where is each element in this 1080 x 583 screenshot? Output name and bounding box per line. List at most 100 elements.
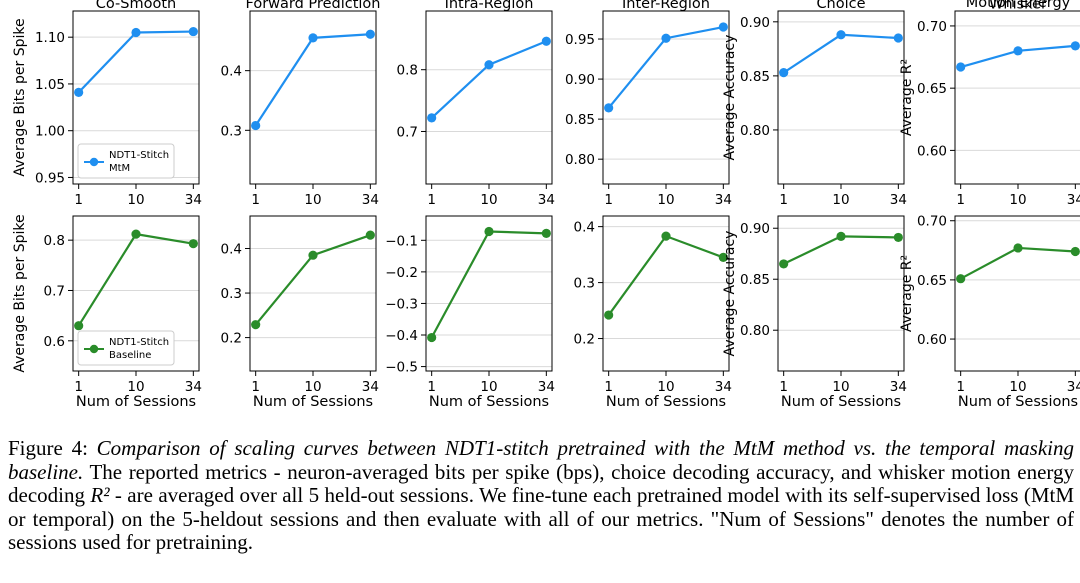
caption-text-1: The reported metrics - neuron-averaged b…: [8, 459, 1074, 507]
y-tick-label: 0.7: [397, 124, 418, 140]
legend-box: [77, 143, 175, 179]
x-tick-label: 10: [832, 379, 849, 395]
x-tick-label: 10: [127, 379, 144, 395]
x-tick-label: 34: [185, 379, 202, 395]
data-point: [718, 22, 728, 32]
data-point: [251, 120, 261, 131]
data-point: [365, 29, 375, 39]
data-point: [308, 250, 318, 260]
y-tick-label: −0.4: [385, 328, 418, 344]
data-point: [779, 259, 789, 269]
x-tick-label: 1: [779, 192, 788, 208]
y-tick-label: 0.6: [44, 334, 65, 350]
y-tick-label: −0.2: [385, 265, 418, 281]
series-line: [430, 40, 547, 119]
data-point: [956, 274, 966, 284]
data-point: [604, 310, 614, 320]
subplot-3: 0.7 0.8 1 10 34 Intra-Region: [397, 0, 555, 208]
data-point: [74, 87, 84, 97]
legend-marker: [89, 344, 99, 354]
caption-text-2: - are averaged over all 5 held-out sessi…: [8, 483, 1075, 554]
y-tick-label: 0.85: [565, 112, 595, 128]
plot-frame: [777, 10, 905, 185]
y-tick-label: 0.3: [221, 286, 242, 302]
x-tick-label: 34: [362, 192, 379, 208]
data-point: [604, 103, 614, 113]
y-tick-label: 0.90: [740, 15, 770, 31]
x-tick-label: 34: [890, 192, 907, 208]
y-tick-label: 0.90: [565, 72, 595, 88]
x-tick-label: 1: [604, 379, 613, 395]
y-tick-label: 0.60: [917, 143, 947, 159]
data-point: [365, 230, 375, 240]
plot-frame: [72, 215, 200, 372]
x-tick-label: 1: [956, 192, 965, 208]
series-line: [783, 33, 899, 74]
data-point: [131, 229, 141, 239]
x-tick-label: 34: [715, 379, 732, 395]
y-tick-label: 0.70: [917, 19, 947, 35]
chart-title-line1: Whisker: [989, 0, 1047, 13]
subplot-1: 0.95 1.00 1.05 1.10 1 10 34 Co-Smooth Average Bi…: [12, 0, 202, 208]
plot-frame: [602, 215, 730, 372]
x-axis-label: Num of Sessions: [606, 394, 726, 410]
data-point: [131, 27, 141, 38]
legend-label-line2: Baseline: [109, 350, 151, 361]
series-line: [607, 234, 724, 316]
x-tick-label: 34: [890, 379, 907, 395]
legend-marker: [89, 157, 99, 167]
x-tick-label: 10: [1009, 379, 1026, 395]
data-point: [427, 332, 437, 343]
y-tick-label: 0.85: [740, 69, 770, 85]
data-point: [74, 321, 84, 331]
y-tick-label: 0.3: [574, 276, 595, 292]
data-point: [251, 320, 261, 330]
y-tick-label: 1.00: [35, 124, 65, 140]
y-tick-label: 0.4: [221, 64, 242, 80]
plot-frame: [777, 215, 905, 372]
y-tick-label: 0.4: [221, 242, 242, 258]
x-tick-label: 34: [538, 379, 555, 395]
y-tick-label: 0.95: [35, 170, 65, 186]
x-tick-label: 1: [427, 192, 436, 208]
series-line: [960, 246, 1076, 280]
chart-title: Choice: [816, 0, 865, 12]
subplot-5: 0.80 0.85 0.90 1 10 34 Choice Average Accuracy: [722, 0, 907, 208]
caption-r2: R²: [90, 483, 110, 507]
data-point: [427, 113, 437, 123]
y-tick-label: 0.7: [44, 283, 65, 299]
y-tick-label: 0.65: [917, 273, 947, 289]
data-point: [1013, 243, 1023, 253]
data-point: [308, 33, 318, 43]
y-tick-label: 1.10: [35, 30, 65, 46]
y-axis-label: Average Bits per Spike: [12, 214, 28, 372]
y-tick-label: −0.3: [385, 296, 418, 312]
y-tick-label: 0.3: [221, 123, 242, 139]
y-tick-label: 0.2: [574, 332, 595, 348]
x-tick-label: 10: [480, 192, 497, 208]
y-tick-label: −0.1: [385, 233, 418, 249]
y-tick-label: 0.65: [917, 81, 947, 97]
legend-label-line2: MtM: [109, 163, 130, 174]
legend-box: [77, 330, 175, 366]
y-axis-label: Average Accuracy: [722, 35, 738, 161]
x-axis-label: Num of Sessions: [781, 394, 901, 410]
data-point: [661, 33, 671, 43]
x-axis-label: Num of Sessions: [429, 394, 549, 410]
data-point: [661, 231, 671, 241]
y-tick-label: 0.80: [740, 123, 770, 139]
data-point: [893, 33, 903, 43]
chart-title: Motion Energy: [966, 0, 1071, 11]
y-tick-label: −0.5: [385, 360, 418, 376]
series-line: [254, 33, 371, 127]
chart-title: Co-Smooth: [96, 0, 176, 12]
x-tick-label: 1: [74, 379, 83, 395]
legend-label-line1: NDT1-Stitch: [109, 150, 169, 161]
legend-label-line1: NDT1-Stitch: [109, 337, 169, 348]
